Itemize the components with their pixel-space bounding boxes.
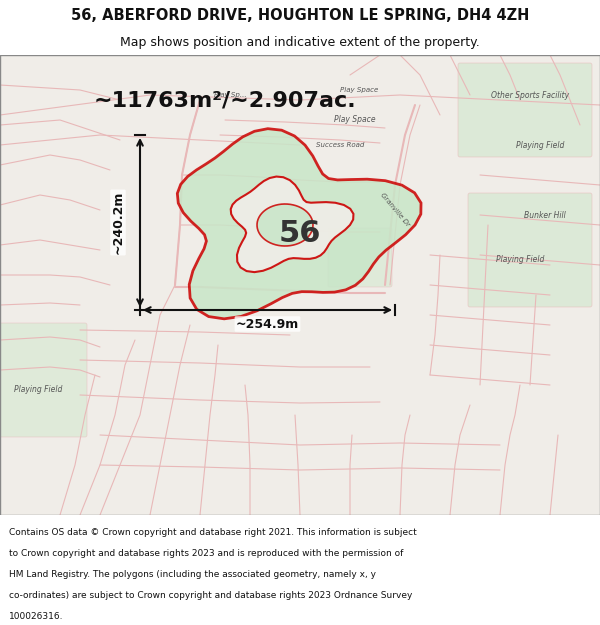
Text: Other Sports Facility: Other Sports Facility: [491, 91, 569, 99]
Text: ~254.9m: ~254.9m: [236, 318, 299, 331]
FancyBboxPatch shape: [328, 228, 392, 287]
Text: Granville Dr: Granville Dr: [379, 192, 411, 228]
Polygon shape: [178, 129, 421, 319]
FancyBboxPatch shape: [468, 193, 592, 307]
Text: Playing Field: Playing Field: [516, 141, 564, 149]
Text: HM Land Registry. The polygons (including the associated geometry, namely x, y: HM Land Registry. The polygons (includin…: [9, 570, 376, 579]
Polygon shape: [231, 176, 353, 272]
Text: Bunker Hill: Bunker Hill: [524, 211, 566, 219]
Text: Contains OS data © Crown copyright and database right 2021. This information is : Contains OS data © Crown copyright and d…: [9, 528, 417, 538]
Text: Play Space: Play Space: [334, 116, 376, 124]
Text: Play Space: Play Space: [340, 87, 378, 93]
Text: Playing Field: Playing Field: [14, 386, 62, 394]
Polygon shape: [257, 204, 313, 246]
Text: ~240.2m: ~240.2m: [112, 191, 125, 254]
Text: Map shows position and indicative extent of the property.: Map shows position and indicative extent…: [120, 36, 480, 49]
Text: Playing Field: Playing Field: [496, 256, 544, 264]
Text: 56, ABERFORD DRIVE, HOUGHTON LE SPRING, DH4 4ZH: 56, ABERFORD DRIVE, HOUGHTON LE SPRING, …: [71, 8, 529, 23]
Text: co-ordinates) are subject to Crown copyright and database rights 2023 Ordnance S: co-ordinates) are subject to Crown copyr…: [9, 591, 412, 600]
Text: Success Road: Success Road: [316, 142, 364, 148]
Text: ~11763m²/~2.907ac.: ~11763m²/~2.907ac.: [94, 90, 356, 110]
Text: to Crown copyright and database rights 2023 and is reproduced with the permissio: to Crown copyright and database rights 2…: [9, 549, 403, 558]
Text: Play Sp...: Play Sp...: [214, 92, 247, 98]
FancyBboxPatch shape: [0, 323, 87, 437]
Text: 56: 56: [279, 219, 321, 248]
Text: 100026316.: 100026316.: [9, 612, 64, 621]
FancyBboxPatch shape: [458, 63, 592, 157]
